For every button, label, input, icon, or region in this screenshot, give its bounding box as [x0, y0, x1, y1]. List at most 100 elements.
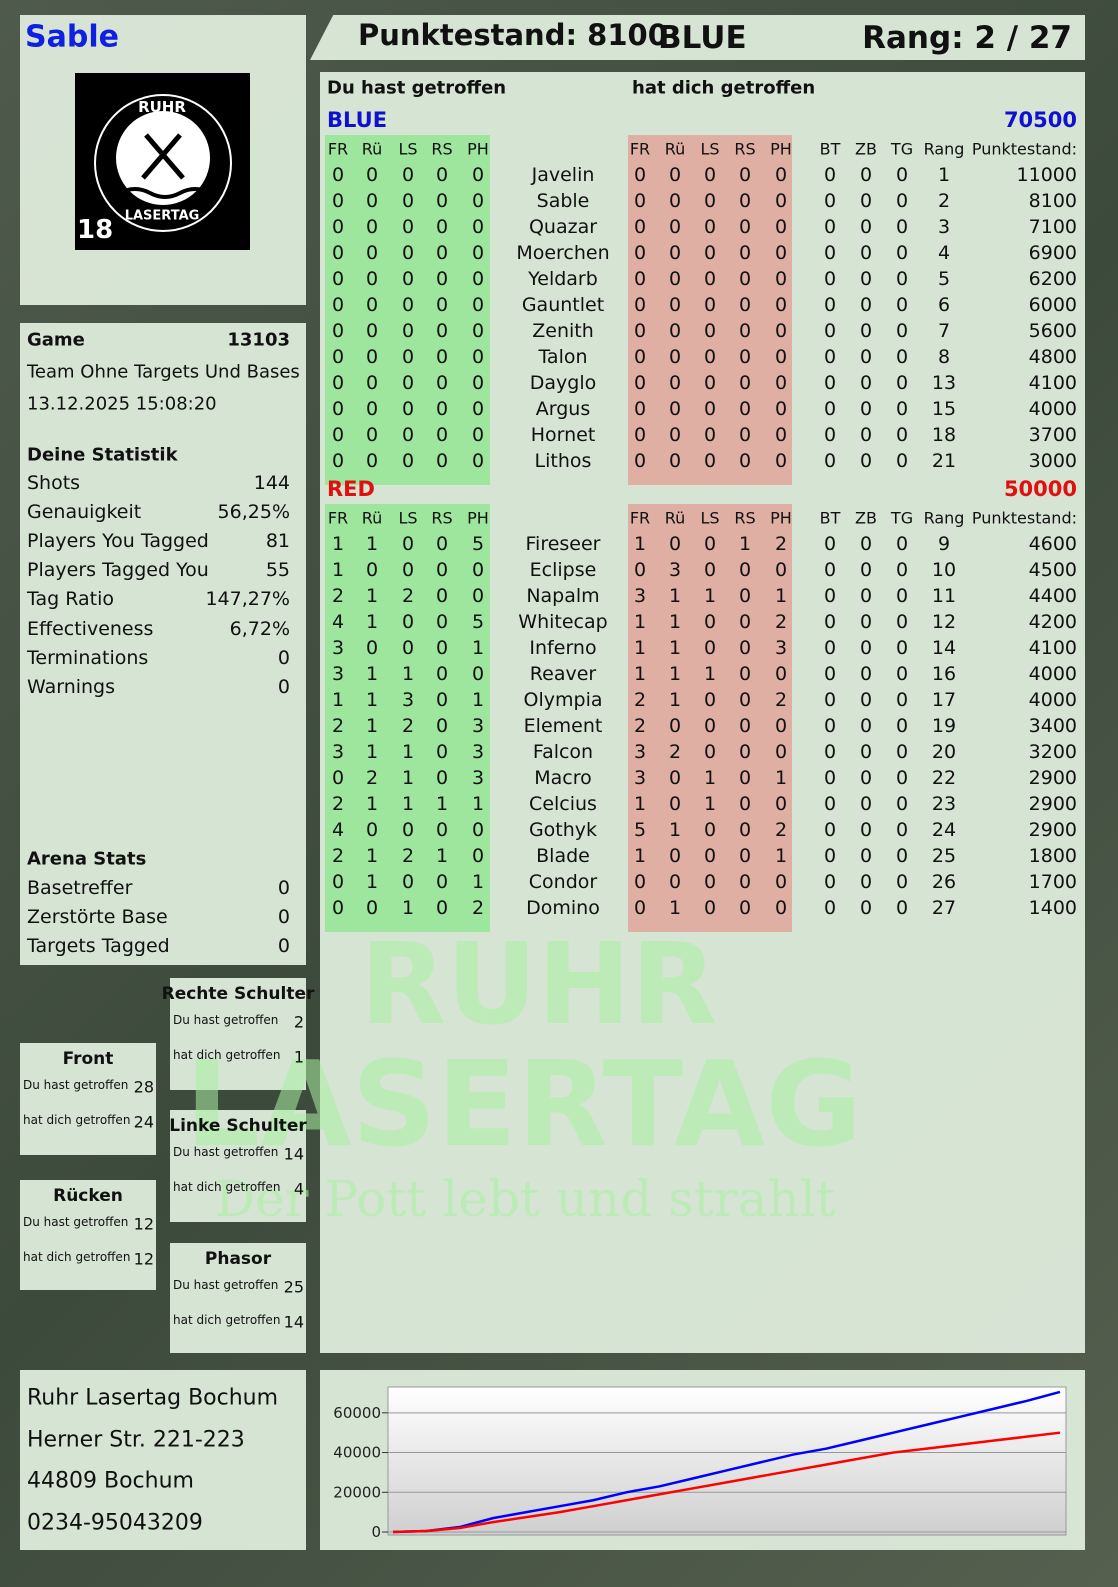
column-header: RS: [431, 508, 453, 528]
stats-panel: [20, 323, 306, 965]
zone-label: hat dich getroffen: [23, 1113, 131, 1127]
cell: 0: [895, 819, 909, 841]
logo-text: RUHR: [138, 98, 186, 116]
section-title: Deine Statistik: [27, 444, 178, 466]
column-header: FR: [629, 508, 651, 528]
cell: 5: [937, 268, 951, 290]
cell: 2: [668, 741, 682, 763]
cell: 0: [435, 424, 449, 446]
game-id: 13103: [227, 329, 290, 351]
stat-label: Zerstörte Base: [27, 906, 168, 928]
hits-taken-bg: [628, 504, 792, 932]
cell: 0: [774, 871, 788, 893]
player-name: Macro: [534, 767, 592, 789]
zone-title: Rechte Schulter: [161, 984, 315, 1004]
cell: 1: [703, 585, 717, 607]
zone-label: hat dich getroffen: [173, 1180, 281, 1194]
cell: 0: [633, 424, 647, 446]
cell: 6: [937, 294, 951, 316]
cell: 8100: [1028, 190, 1077, 212]
cell: 0: [738, 398, 752, 420]
cell: 0: [774, 424, 788, 446]
cell: 6000: [1028, 294, 1077, 316]
cell: 7100: [1028, 216, 1077, 238]
cell: 2: [401, 715, 415, 737]
cell: 1: [668, 689, 682, 711]
cell: 2900: [1028, 819, 1077, 841]
cell: 0: [823, 611, 837, 633]
cell: 0: [331, 424, 345, 446]
cell: 0: [365, 164, 379, 186]
cell: 7: [937, 320, 951, 342]
stat-value: 0: [277, 646, 290, 669]
zone-label: Du hast getroffen: [23, 1215, 129, 1229]
address-line: Herner Str. 221-223: [27, 1427, 245, 1452]
cell: 0: [365, 320, 379, 342]
cell: 0: [471, 819, 485, 841]
column-header: Rü: [664, 139, 686, 159]
cell: 1: [668, 637, 682, 659]
cell: 0: [668, 294, 682, 316]
cell: 4100: [1028, 637, 1077, 659]
cell: 0: [435, 294, 449, 316]
cell: 2: [774, 819, 788, 841]
cell: 0: [738, 346, 752, 368]
cell: 0: [823, 346, 837, 368]
cell: 2: [365, 767, 379, 789]
cell: 0: [401, 611, 415, 633]
cell: 0: [859, 216, 873, 238]
cell: 0: [668, 450, 682, 472]
cell: 3: [937, 216, 951, 238]
logo-text: LASERTAG: [124, 208, 200, 224]
cell: 2: [774, 533, 788, 555]
cell: 5600: [1028, 320, 1077, 342]
zone-value: 24: [133, 1112, 154, 1132]
cell: 0: [435, 164, 449, 186]
zone-box: [170, 978, 306, 1090]
cell: 0: [859, 346, 873, 368]
cell: 20: [931, 741, 957, 763]
cell: 0: [703, 741, 717, 763]
y-tick-label: 20000: [333, 1483, 381, 1501]
cell: 0: [859, 559, 873, 581]
cell: 1: [633, 663, 647, 685]
column-header: RS: [734, 139, 756, 159]
column-header: PH: [467, 508, 489, 528]
cell: 0: [703, 689, 717, 711]
cell: 0: [703, 871, 717, 893]
cell: 0: [471, 320, 485, 342]
address-line: Ruhr Lasertag Bochum: [27, 1385, 279, 1411]
logo: [75, 73, 250, 250]
section-title: Arena Stats: [27, 848, 147, 870]
cell: 2: [331, 715, 345, 737]
chart: 0 20000 40000 60000: [333, 1386, 1067, 1541]
series-line: [392, 1431, 1061, 1534]
cell: 2: [774, 611, 788, 633]
player-name: Yeldarb: [528, 268, 598, 290]
cell: 24: [931, 819, 957, 841]
cell: 0: [859, 637, 873, 659]
cell: 0: [471, 663, 485, 685]
cell: 0: [738, 294, 752, 316]
cell: 4000: [1028, 663, 1077, 685]
cell: 0: [774, 715, 788, 737]
player-name: Gauntlet: [521, 294, 605, 316]
cell: 22: [931, 767, 957, 789]
cell: 0: [823, 871, 837, 893]
cell: 0: [435, 819, 449, 841]
cell: 0: [738, 741, 752, 763]
cell: 0: [774, 372, 788, 394]
cell: 0: [738, 268, 752, 290]
cell: 0: [633, 871, 647, 893]
cell: 3: [331, 741, 345, 763]
cell: 0: [435, 372, 449, 394]
cell: 0: [435, 585, 449, 607]
header-bar: [310, 15, 1085, 60]
cell: 0: [823, 294, 837, 316]
cell: 4500: [1028, 559, 1077, 581]
column-header: FR: [327, 508, 349, 528]
cell: 0: [774, 450, 788, 472]
cell: 0: [738, 611, 752, 633]
hits-given-bg: [325, 135, 490, 485]
